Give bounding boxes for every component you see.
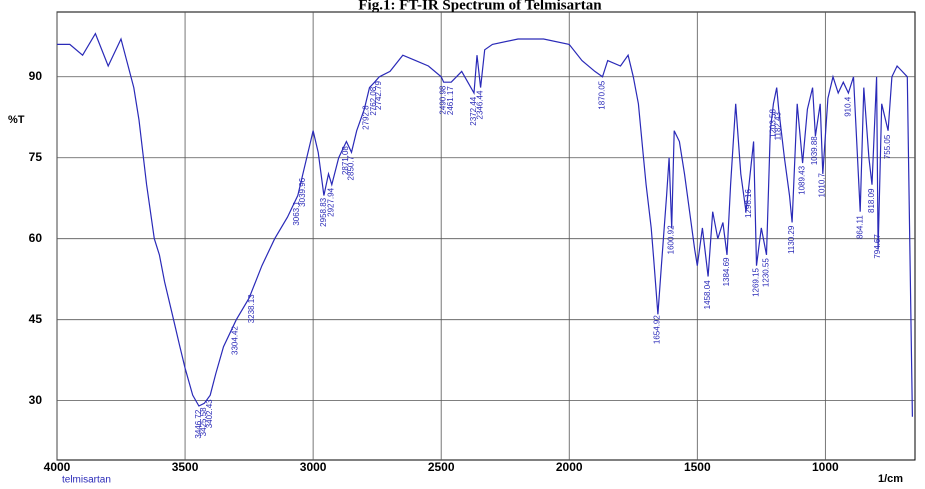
peak-label: 1654.92 <box>653 315 662 344</box>
peak-label: 818.09 <box>867 188 876 213</box>
y-tick-label: 45 <box>29 312 43 326</box>
peak-label: 1458.04 <box>703 280 712 309</box>
peak-label: 2958.83 <box>319 197 328 226</box>
peak-label: 1298.16 <box>744 189 753 218</box>
y-tick-label: 60 <box>29 231 43 245</box>
peak-label: 3238.13 <box>247 294 256 323</box>
peak-label: 1089.43 <box>798 165 807 194</box>
peak-label: 3063.1 <box>292 201 301 226</box>
peak-label: 1230.55 <box>761 258 770 287</box>
x-tick-label: 3000 <box>300 460 327 474</box>
peak-label: 2461.17 <box>446 86 455 115</box>
peak-label: 2850.7 <box>346 155 355 180</box>
peak-label: 910.4 <box>843 96 852 117</box>
peak-label: 1182.43 <box>774 111 783 140</box>
peak-label: 3446.72 <box>194 409 203 438</box>
peak-label: 1010.7 <box>818 172 827 197</box>
y-tick-label: 30 <box>29 393 43 407</box>
x-tick-label: 1500 <box>684 460 711 474</box>
spectrum-line <box>57 32 913 417</box>
peak-label: 2927.94 <box>327 187 336 216</box>
peak-label: 3402.43 <box>205 399 214 428</box>
peak-label: 755.05 <box>883 134 892 159</box>
peak-label: 2762.08 <box>369 86 378 115</box>
peak-label: 2372.44 <box>469 96 478 125</box>
peak-label: 3039.96 <box>298 177 307 206</box>
peak-label: 2346.44 <box>476 90 485 119</box>
peak-label: 794.67 <box>873 234 882 259</box>
sample-label: telmisartan <box>62 475 111 484</box>
x-tick-label: 2000 <box>556 460 583 474</box>
peak-label: 1039.88 <box>810 136 819 165</box>
peak-label: 2490.98 <box>439 85 448 114</box>
x-tick-label: 1000 <box>812 460 839 474</box>
peak-label: 864.11 <box>855 215 864 239</box>
peak-label: 2742.79 <box>374 80 383 109</box>
peak-label: 2871.08 <box>341 146 350 175</box>
peak-label: 1130.29 <box>787 225 796 254</box>
peak-label: 1384.69 <box>722 257 731 286</box>
peak-label: 3425.58 <box>199 407 208 436</box>
y-axis-label: %T <box>8 114 25 126</box>
y-tick-label: 75 <box>29 150 43 164</box>
x-tick-label: 2500 <box>428 460 455 474</box>
peak-label: 1269.15 <box>752 267 761 296</box>
x-axis-label: 1/cm <box>878 473 903 484</box>
peak-label: 1203.58 <box>768 109 777 138</box>
x-tick-label: 3500 <box>172 460 199 474</box>
peak-label: 3304.42 <box>230 326 239 355</box>
chart-title: Fig.1: FT-IR Spectrum of Telmisartan <box>358 0 602 13</box>
peak-label: 1600.92 <box>667 225 676 254</box>
y-tick-label: 90 <box>29 69 43 83</box>
peak-label: 1870.05 <box>598 80 607 109</box>
x-tick-label: 4000 <box>44 460 71 474</box>
peak-label: 2792.8 <box>361 105 370 130</box>
